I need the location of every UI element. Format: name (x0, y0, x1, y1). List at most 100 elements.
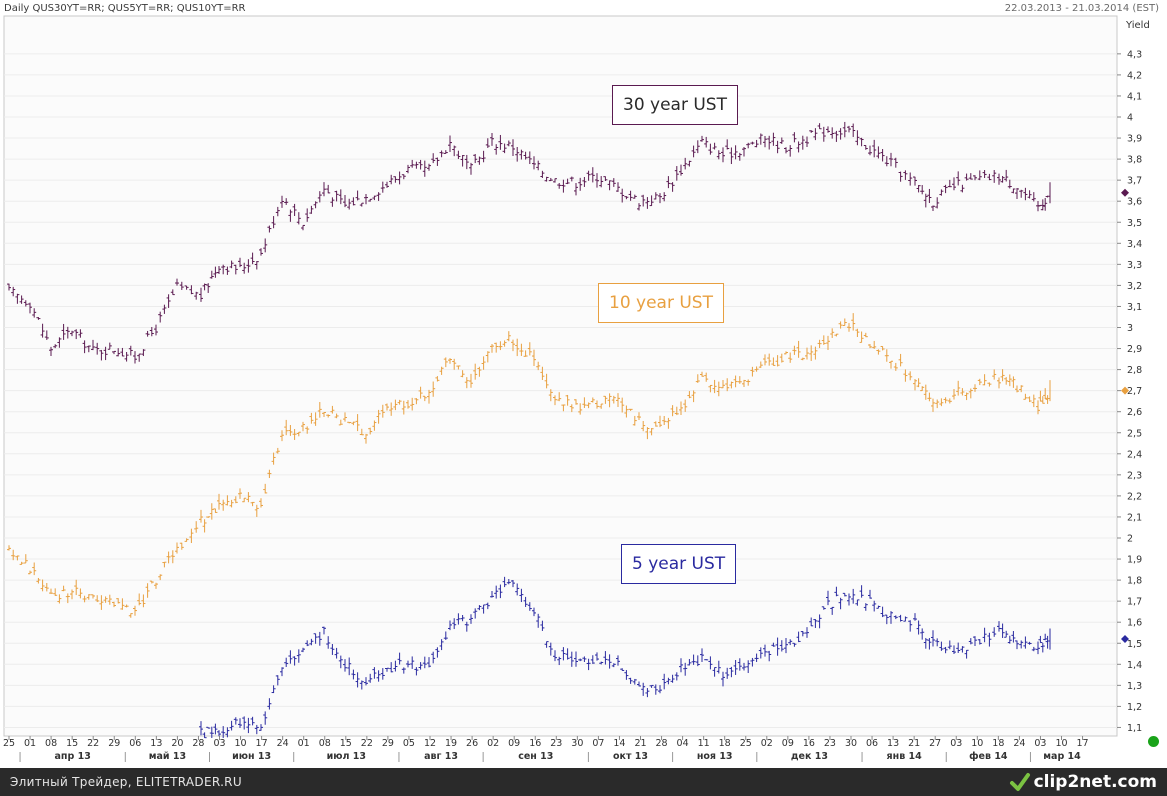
series-2 (199, 576, 1051, 739)
y-tick-label: 3,5 (1127, 218, 1142, 229)
y-tick-label: 4 (1127, 113, 1133, 124)
y-tick-label: 2,6 (1127, 407, 1142, 418)
y-tick-label: 3,8 (1127, 155, 1142, 166)
x-tick-label: 12 (424, 738, 436, 749)
x-tick-label: 13 (887, 738, 899, 749)
x-tick-label: 24 (277, 738, 289, 749)
x-tick-label: 21 (634, 738, 646, 749)
y-tick-label: 4,2 (1127, 70, 1142, 81)
x-month-label: окт 13 (613, 751, 648, 762)
plot-area (3, 15, 1118, 737)
x-tick-label: 23 (550, 738, 562, 749)
y-tick-label: 2 (1127, 534, 1133, 545)
y-tick-label: 3,2 (1127, 281, 1142, 292)
chart-header: Daily QUS30YT=RR; QUS5YT=RR; QUS10YT=RR … (0, 0, 1167, 18)
x-tick-label: 10 (1055, 738, 1067, 749)
x-tick-label: 25 (3, 738, 15, 749)
x-tick-label: 29 (382, 738, 394, 749)
brand-logo[interactable]: clip2net.com (1009, 771, 1157, 793)
status-dot-icon[interactable] (1148, 736, 1159, 747)
legend-5-year: 5 year UST (621, 544, 737, 584)
series-0 (7, 121, 1051, 364)
chart-title: Daily QUS30YT=RR; QUS5YT=RR; QUS10YT=RR (4, 3, 246, 14)
x-month-label: фев 14 (969, 751, 1008, 762)
x-tick-label: 08 (319, 738, 331, 749)
y-axis-title: Yield (1126, 20, 1150, 31)
x-tick-label: 03 (950, 738, 962, 749)
x-tick-label: 16 (529, 738, 541, 749)
y-tick-label: 3,4 (1127, 239, 1142, 250)
x-tick-label: 28 (656, 738, 668, 749)
series-1 (7, 313, 1051, 618)
clip2net-logo-icon (1009, 773, 1030, 791)
last-value-marker (1121, 386, 1129, 395)
y-tick-label: 1,7 (1127, 597, 1142, 608)
x-tick-label: 11 (698, 738, 710, 749)
x-month-label: янв 14 (887, 751, 923, 762)
x-tick-label: 01 (24, 738, 36, 749)
x-month-label: июн 13 (232, 751, 271, 762)
y-tick-label: 1,8 (1127, 576, 1142, 587)
y-tick-label: 2,9 (1127, 344, 1142, 355)
x-tick-label: 29 (108, 738, 120, 749)
x-tick-label: 16 (803, 738, 815, 749)
x-tick-label: 30 (845, 738, 857, 749)
x-tick-label: 06 (866, 738, 878, 749)
x-month-label: июл 13 (327, 751, 366, 762)
x-tick-label: 30 (571, 738, 583, 749)
x-tick-label: 18 (992, 738, 1004, 749)
y-tick-label: 1,1 (1127, 723, 1142, 734)
x-tick-label: 10 (235, 738, 247, 749)
y-tick-label: 2,8 (1127, 365, 1142, 376)
x-tick-label: 20 (171, 738, 183, 749)
x-tick-label: 24 (1013, 738, 1025, 749)
x-tick-label: 18 (719, 738, 731, 749)
date-range: 22.03.2013 - 21.03.2014 (EST) (1004, 3, 1159, 14)
y-tick-label: 3,3 (1127, 260, 1142, 271)
y-tick-label: 3 (1127, 323, 1133, 334)
x-tick-label: 07 (592, 738, 604, 749)
x-tick-label: 19 (445, 738, 457, 749)
x-tick-label: 15 (66, 738, 78, 749)
y-tick-label: 3,7 (1127, 176, 1142, 187)
x-month-label: апр 13 (55, 751, 91, 762)
x-tick-label: 05 (403, 738, 415, 749)
y-tick-label: 2,1 (1127, 512, 1142, 523)
x-month-label: ноя 13 (697, 751, 733, 762)
x-tick-label: 10 (971, 738, 983, 749)
x-tick-label: 02 (487, 738, 499, 749)
x-tick-label: 03 (1034, 738, 1046, 749)
x-month-label: мар 14 (1043, 751, 1081, 762)
y-tick-label: 3,1 (1127, 302, 1142, 313)
x-tick-label: 09 (508, 738, 520, 749)
legend-10-year: 10 year UST (598, 283, 724, 323)
y-tick-label: 4,1 (1127, 91, 1142, 102)
x-tick-label: 17 (1077, 738, 1089, 749)
y-tick-label: 1,3 (1127, 681, 1142, 692)
y-tick-label: 2,5 (1127, 428, 1142, 439)
y-tick-label: 4,3 (1127, 49, 1142, 60)
x-tick-label: 04 (677, 738, 689, 749)
x-tick-label: 27 (929, 738, 941, 749)
x-month-label: авг 13 (424, 751, 458, 762)
x-tick-label: 14 (613, 738, 625, 749)
y-tick-label: 1,4 (1127, 660, 1142, 671)
x-month-label: сен 13 (518, 751, 553, 762)
x-tick-label: 17 (256, 738, 268, 749)
footer-credit: Элитный Трейдер, ELITETRADER.RU (10, 775, 242, 789)
y-tick-label: 2,2 (1127, 491, 1142, 502)
footer-bar: Элитный Трейдер, ELITETRADER.RU clip2net… (0, 768, 1167, 796)
x-month-label: май 13 (149, 751, 186, 762)
x-tick-label: 09 (782, 738, 794, 749)
y-tick-label: 1,2 (1127, 702, 1142, 713)
x-tick-label: 21 (908, 738, 920, 749)
x-tick-label: 03 (213, 738, 225, 749)
x-tick-label: 15 (340, 738, 352, 749)
legend-30-year: 30 year UST (612, 85, 738, 125)
x-tick-label: 23 (824, 738, 836, 749)
y-tick-label: 2,4 (1127, 449, 1142, 460)
x-tick-label: 06 (129, 738, 141, 749)
x-tick-label: 26 (466, 738, 478, 749)
x-month-label: дек 13 (791, 751, 828, 762)
x-tick-label: 13 (150, 738, 162, 749)
